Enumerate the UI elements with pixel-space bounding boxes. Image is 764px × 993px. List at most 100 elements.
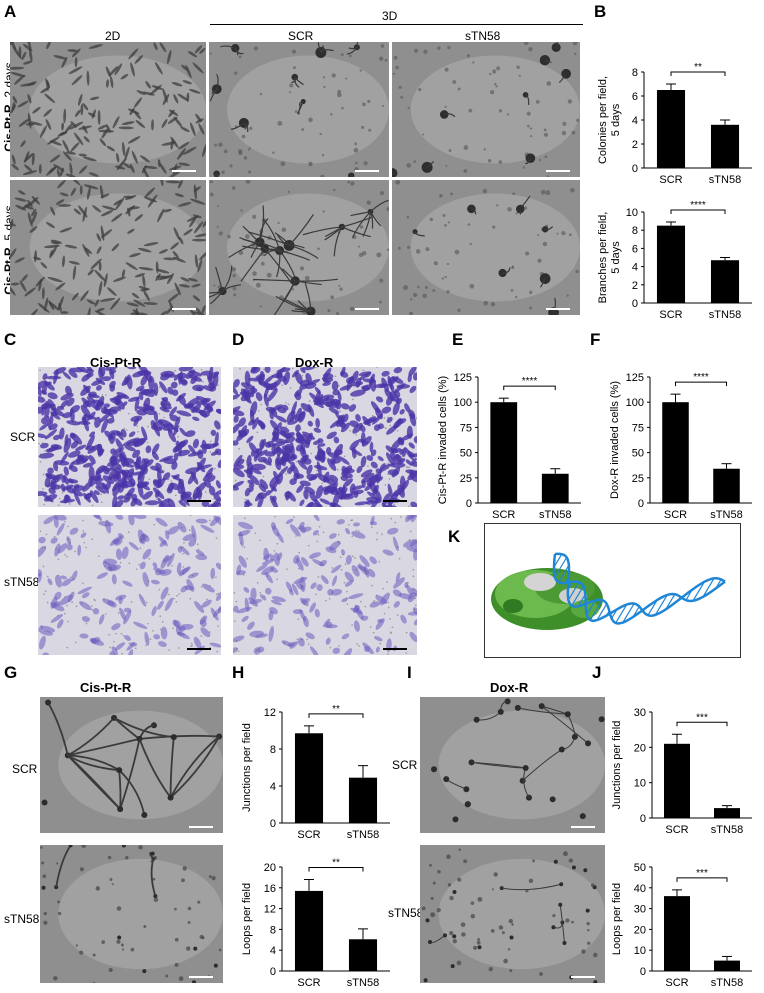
y-axis-label: Loops per field [241,883,253,955]
bar-scr [294,890,324,971]
micrograph-image [38,515,221,655]
micrograph-image [40,697,223,833]
bar-chart-svg: 0 25 50 75 100 125 SCR sTN58 **** Dox-R invaded c… [609,372,752,521]
scale-bar [172,308,196,310]
category-label: SCR [664,509,687,521]
bar-chart-svg: 0 10 20 30 SCR sTN58 *** Junctions per field [611,707,752,836]
scale-bar [189,976,213,978]
panel-i-row-scr: SCR [392,758,418,772]
protein-dna-complex [491,552,726,630]
y-tick-label: 20 [264,862,276,874]
bar-chart-svg: 0 10 20 30 40 50 SCR sTN58 *** Loops per field [611,862,752,989]
micrograph-image [233,367,417,507]
chart-e-cispt-invaded: 0 25 50 75 100 125 SCR sTN58 **** Cis-Pt-R invade… [428,355,593,525]
y-tick-label: 0 [638,498,644,510]
significance-label: ** [694,62,702,73]
y-tick-label: 10 [634,945,646,957]
micrograph-a-stn58-5days [392,180,580,315]
bar-stn58 [348,939,378,971]
micrograph-a-2d-5days [10,180,206,315]
y-tick-label: 125 [626,372,644,384]
micrograph-image [38,367,221,507]
micrograph-image [10,180,206,315]
panel-label-j: J [592,663,602,682]
micrograph-image [392,180,580,315]
category-label: SCR [659,174,682,186]
panel-c-row-stn58: sTN58 [4,575,40,589]
y-axis-label: Colonies per field,5 days [597,76,622,164]
panel-g-row-scr: SCR [12,762,38,776]
scale-bar [187,500,211,502]
panel-label-c: C [4,330,17,349]
category-label: SCR [659,309,682,321]
y-tick-label: 8 [270,924,276,936]
significance-label: *** [696,868,708,879]
group-rule [210,24,583,25]
category-label: SCR [297,829,320,841]
scale-bar [571,976,595,978]
significance-label: **** [690,200,706,211]
y-axis-label: Cis-Pt-R invaded cells (%) [437,376,449,504]
significance-bracket [670,209,726,215]
significance-bracket [308,866,364,872]
significance-label: **** [693,372,709,383]
category-label: sTN58 [347,977,379,989]
bar-stn58 [714,960,740,971]
panel-label-d: D [232,330,245,349]
bar-scr [662,402,689,503]
y-tick-label: 12 [264,904,276,916]
y-tick-label: 0 [632,298,638,310]
significance-bracket [308,713,364,718]
y-tick-label: 50 [632,448,644,460]
bar-stn58 [710,124,740,168]
micrograph-image [209,42,389,177]
chart-j-junctions: 0 10 20 30 SCR sTN58 *** Junctions per field [602,690,764,840]
y-tick-label: 20 [634,742,646,754]
tube-g-stn58 [40,845,223,983]
bar-scr [656,90,686,168]
panel-label-b: B [594,2,607,21]
category-label: sTN58 [710,509,742,521]
category-label: SCR [297,977,320,989]
y-tick-label: 2 [632,280,638,292]
panel-label-i: I [407,663,412,682]
micrograph-image [10,42,206,177]
micrograph-image [40,845,223,983]
chart-b-branches: 0 2 4 6 8 10 SCR sTN58 **** Branches per field,5 … [594,190,764,325]
significance-bracket [675,381,727,387]
bar-chart-svg: 0 4 8 12 SCR sTN58 ** Junctions per field [241,704,390,841]
y-tick-label: 0 [270,966,276,978]
y-axis-label: Dox-R invaded cells (%) [609,381,621,499]
transwell-d-scr [233,367,417,507]
scale-bar [172,170,196,172]
panel-i-row-stn58: sTN58 [388,906,424,920]
panel-label-f: F [590,330,601,349]
col-header-2d: 2D [105,29,121,43]
tube-i-stn58 [420,845,605,983]
scale-bar [546,170,570,172]
category-label: SCR [665,977,688,989]
panel-label-h: H [232,663,245,682]
bar-chart-svg: 0 4 8 12 16 20 SCR sTN58 ** Loops per field [241,857,390,989]
y-tick-label: 8 [270,744,276,756]
category-label: sTN58 [711,977,743,989]
category-label: sTN58 [539,509,571,521]
panel-c-row-scr: SCR [10,430,36,444]
group-header-3d: 3D [382,9,398,23]
significance-label: **** [522,376,538,387]
panel-i-title: Dox-R [490,680,529,695]
significance-label: ** [332,704,340,715]
chart-b-colonies: 0 2 4 6 8 SCR sTN58 ** Colonies per field,5 days [594,50,764,190]
significance-bracket [676,877,728,882]
significance-bracket [503,385,556,391]
chart-j-loops: 0 10 20 30 40 50 SCR sTN58 *** Loops per field [602,845,764,993]
y-tick-label: 8 [632,67,638,79]
y-tick-label: 8 [632,225,638,237]
tube-g-scr [40,697,223,833]
y-tick-label: 125 [454,372,472,384]
col-header-stn58: sTN58 [465,29,501,43]
scale-bar [187,648,211,650]
bar-scr [490,402,518,503]
bar-stn58 [348,777,378,823]
panel-k-structure-box [484,523,741,658]
